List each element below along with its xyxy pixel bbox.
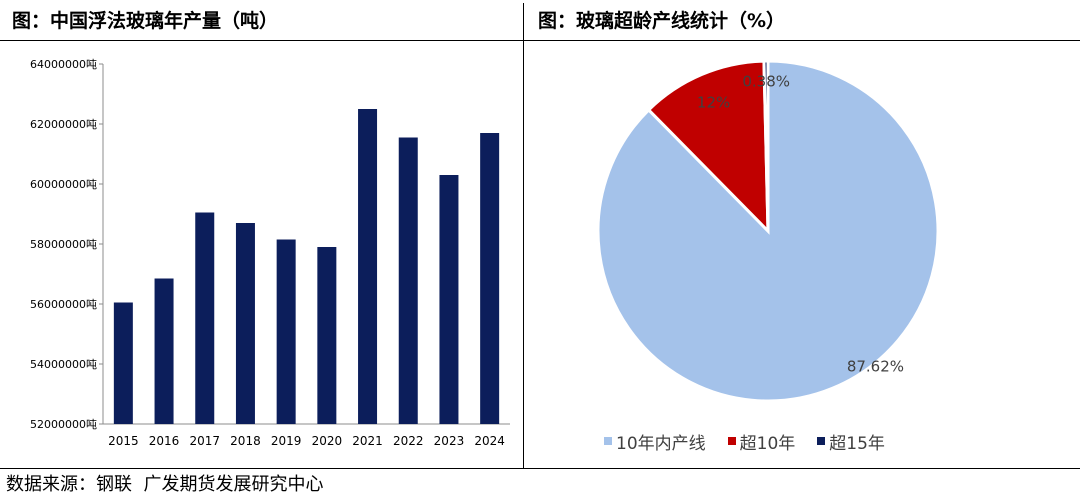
bar-2022	[398, 137, 418, 424]
y-tick-label: 64000000吨	[30, 58, 97, 71]
x-tick-label: 2021	[352, 434, 383, 448]
bar-2018	[235, 223, 255, 424]
legend-label-over15: 超15年	[829, 433, 885, 454]
bar-2020	[317, 247, 337, 424]
legend-label-over10: 超10年	[739, 433, 796, 454]
y-tick-label: 56000000吨	[30, 298, 97, 311]
bar-chart: 52000000吨 54000000吨 56000000吨 58000000吨 6000…	[30, 58, 510, 448]
panel-divider	[523, 3, 524, 469]
pie-label-over10: 12%	[697, 94, 730, 112]
y-tick-label: 62000000吨	[30, 118, 97, 131]
source-note: 数据来源：钢联 广发期货发展研究中心	[6, 474, 324, 495]
bar-2017	[195, 212, 215, 424]
y-tick-label: 54000000吨	[30, 358, 97, 371]
bar-chart-panel: 52000000吨 54000000吨 56000000吨 58000000吨 6000…	[0, 41, 522, 467]
x-tick-label: 2019	[271, 434, 302, 448]
legend-item-over10: 超10年	[727, 429, 796, 454]
pie-slice-over15	[762, 59, 770, 232]
legend-swatch-over15	[817, 437, 826, 445]
legend-label-within10: 10年内产线	[616, 433, 706, 454]
x-tick-label: 2016	[149, 434, 180, 448]
x-tick-label: 2022	[393, 434, 424, 448]
x-tick-label: 2023	[434, 434, 465, 448]
legend-item-within10: 10年内产线	[604, 429, 706, 454]
y-tick-label: 52000000吨	[30, 418, 97, 431]
x-tick-label: 2017	[189, 434, 220, 448]
legend-item-over15: 超15年	[817, 429, 885, 454]
bar-2023	[439, 175, 459, 424]
header-rule	[0, 40, 1080, 41]
pie-slice-over10	[646, 59, 770, 235]
legend-swatch-over10	[727, 437, 736, 445]
x-tick-label: 2018	[230, 434, 261, 448]
pie-label-within10: 87.62%	[847, 357, 904, 375]
pie-chart: 87.62% 12% 0.38%	[596, 59, 940, 403]
legend-swatch-within10	[604, 437, 612, 445]
bar-2019	[276, 239, 296, 424]
x-tick-label: 2024	[474, 434, 505, 448]
y-tick-label: 60000000吨	[30, 178, 97, 191]
pie-legend: 10年内产线 超10年 超15年	[604, 428, 1004, 454]
footer-rule	[0, 468, 1080, 469]
bar-2016	[154, 278, 174, 424]
y-tick-label: 58000000吨	[30, 238, 97, 251]
pie-chart-panel: 87.62% 12% 0.38% 10年内产线 超10年 超15年	[524, 41, 1080, 467]
x-tick-label: 2015	[108, 434, 139, 448]
bar-2015	[113, 302, 133, 424]
bar-2021	[358, 109, 378, 424]
pie-label-over15: 0.38%	[742, 72, 790, 90]
bar-chart-title: 图：中国浮法玻璃年产量（吨）	[12, 10, 279, 32]
pie-chart-title: 图：玻璃超龄产线统计（%）	[538, 10, 786, 32]
x-tick-label: 2020	[312, 434, 343, 448]
bar-2024	[480, 133, 500, 424]
